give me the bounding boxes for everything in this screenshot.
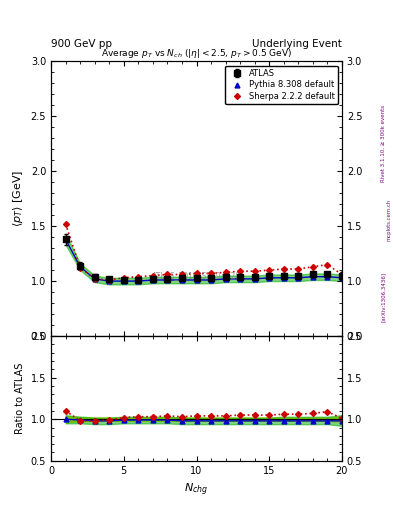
Line: Pythia 8.308 default: Pythia 8.308 default <box>63 237 344 284</box>
Sherpa 2.2.2 default <box>92 276 97 282</box>
Pythia 8.308 default <box>92 276 97 282</box>
Sherpa 2.2.2 default <box>325 262 330 268</box>
Pythia 8.308 default <box>267 275 272 281</box>
Pythia 8.308 default <box>107 278 112 284</box>
Text: ATLAS_2010_S8894728: ATLAS_2010_S8894728 <box>152 271 241 280</box>
Sherpa 2.2.2 default <box>121 275 126 281</box>
Text: Underlying Event: Underlying Event <box>252 38 342 49</box>
Line: Sherpa 2.2.2 default: Sherpa 2.2.2 default <box>64 222 344 282</box>
Sherpa 2.2.2 default <box>136 273 141 280</box>
Sherpa 2.2.2 default <box>151 272 155 279</box>
Y-axis label: $\langle p_T \rangle$ [GeV]: $\langle p_T \rangle$ [GeV] <box>11 170 25 227</box>
Pythia 8.308 default <box>325 273 330 280</box>
Sherpa 2.2.2 default <box>180 271 184 278</box>
Pythia 8.308 default <box>310 273 315 280</box>
Pythia 8.308 default <box>136 278 141 284</box>
Sherpa 2.2.2 default <box>223 269 228 275</box>
Sherpa 2.2.2 default <box>238 268 242 274</box>
Text: [arXiv:1306.3436]: [arXiv:1306.3436] <box>381 272 386 322</box>
Pythia 8.308 default <box>252 276 257 282</box>
Pythia 8.308 default <box>151 277 155 283</box>
Sherpa 2.2.2 default <box>267 267 272 273</box>
Sherpa 2.2.2 default <box>107 277 112 283</box>
Sherpa 2.2.2 default <box>209 270 213 276</box>
Sherpa 2.2.2 default <box>63 221 68 227</box>
Sherpa 2.2.2 default <box>165 271 170 278</box>
X-axis label: $N_{chg}$: $N_{chg}$ <box>184 481 209 498</box>
Text: mcplots.cern.ch: mcplots.cern.ch <box>387 199 391 241</box>
Sherpa 2.2.2 default <box>296 266 301 272</box>
Pythia 8.308 default <box>180 277 184 283</box>
Text: 900 GeV pp: 900 GeV pp <box>51 38 112 49</box>
Sherpa 2.2.2 default <box>340 271 344 278</box>
Sherpa 2.2.2 default <box>78 265 83 271</box>
Sherpa 2.2.2 default <box>281 266 286 272</box>
Pythia 8.308 default <box>281 275 286 281</box>
Pythia 8.308 default <box>194 277 199 283</box>
Pythia 8.308 default <box>238 276 242 282</box>
Y-axis label: Ratio to ATLAS: Ratio to ATLAS <box>15 362 25 434</box>
Title: Average $p_T$ vs $N_{ch}$ ($|\eta| < 2.5$, $p_T > 0.5$ GeV): Average $p_T$ vs $N_{ch}$ ($|\eta| < 2.5… <box>101 47 292 60</box>
Pythia 8.308 default <box>78 264 83 270</box>
Sherpa 2.2.2 default <box>310 264 315 270</box>
Legend: ATLAS, Pythia 8.308 default, Sherpa 2.2.2 default: ATLAS, Pythia 8.308 default, Sherpa 2.2.… <box>225 66 338 104</box>
Pythia 8.308 default <box>223 276 228 282</box>
Pythia 8.308 default <box>296 275 301 281</box>
Pythia 8.308 default <box>63 236 68 242</box>
Pythia 8.308 default <box>340 275 344 281</box>
Text: Rivet 3.1.10, ≥ 300k events: Rivet 3.1.10, ≥ 300k events <box>381 105 386 182</box>
Pythia 8.308 default <box>165 277 170 283</box>
Sherpa 2.2.2 default <box>194 270 199 276</box>
Pythia 8.308 default <box>209 277 213 283</box>
Pythia 8.308 default <box>121 278 126 284</box>
Sherpa 2.2.2 default <box>252 268 257 274</box>
